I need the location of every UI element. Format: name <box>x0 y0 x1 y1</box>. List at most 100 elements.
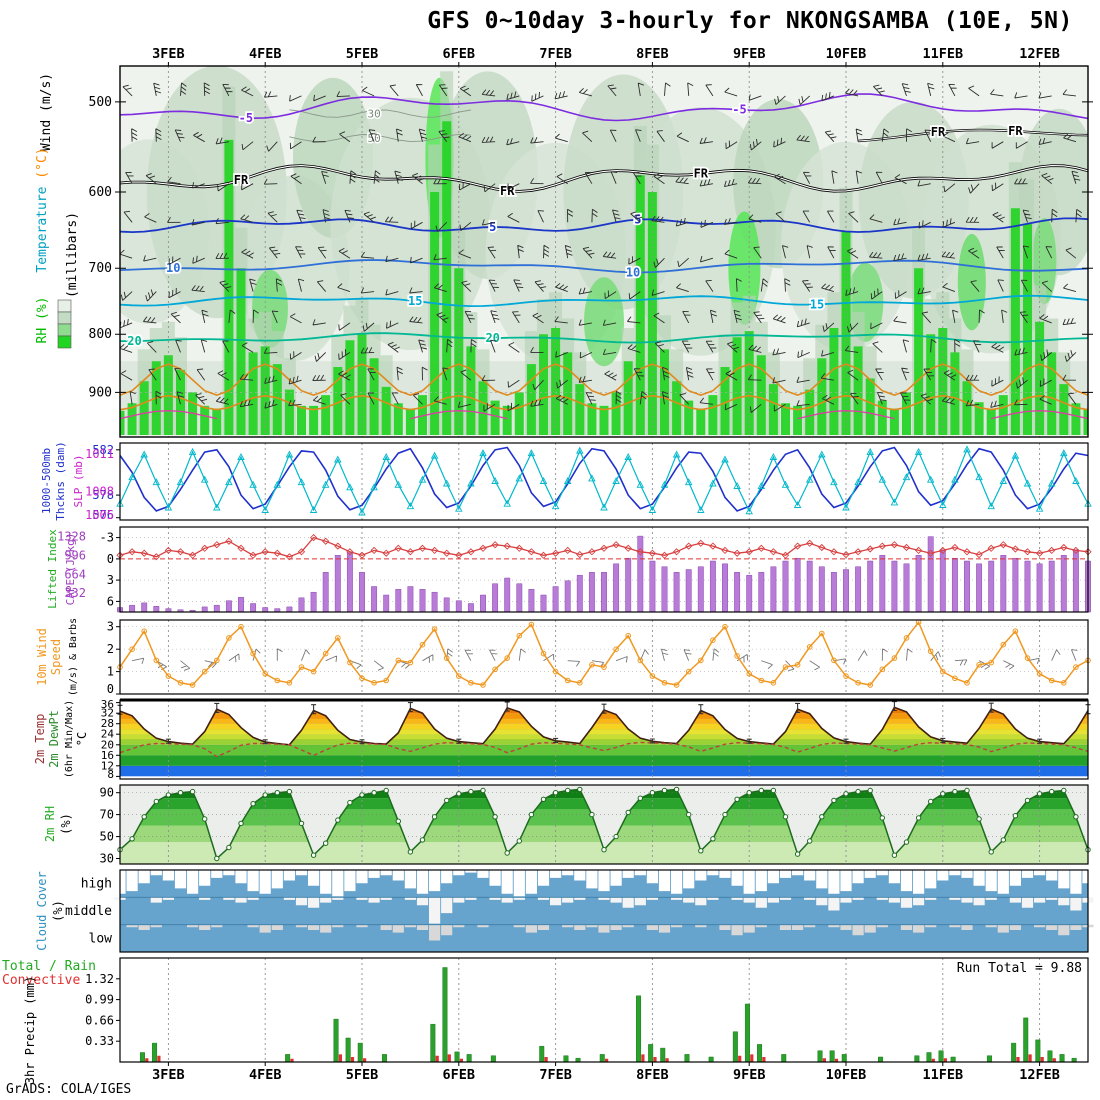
svg-text:20: 20 <box>127 334 141 348</box>
svg-text:FR: FR <box>234 173 249 187</box>
svg-text:70: 70 <box>100 808 114 822</box>
svg-text:664: 664 <box>64 567 86 581</box>
svg-text:6: 6 <box>107 594 114 608</box>
svg-text:8: 8 <box>107 768 114 781</box>
svg-text:(m/s) & Barbs: (m/s) & Barbs <box>68 618 79 696</box>
svg-text:1328: 1328 <box>57 530 86 544</box>
panel-thickness-slp: 582 578 576 1011 1008 1005 <box>85 442 1092 522</box>
svg-text:low: low <box>89 931 113 946</box>
svg-text:36: 36 <box>101 698 114 711</box>
svg-text:FR: FR <box>694 167 709 181</box>
svg-text:CAPE (J/kg): CAPE (J/kg) <box>64 533 77 606</box>
svg-text:4FEB: 4FEB <box>249 1067 282 1083</box>
svg-text:RH (%): RH (%) <box>35 297 50 344</box>
svg-text:3hr Precip (mm): 3hr Precip (mm) <box>23 976 37 1084</box>
svg-text:8FEB: 8FEB <box>636 1067 669 1083</box>
svg-text:FR: FR <box>500 184 515 198</box>
svg-text:(%): (%) <box>51 900 65 922</box>
svg-text:7FEB: 7FEB <box>539 46 572 62</box>
svg-text:576: 576 <box>92 508 114 522</box>
svg-text:500: 500 <box>89 95 112 110</box>
svg-text:Lifted Index: Lifted Index <box>46 529 59 609</box>
svg-text:Convective: Convective <box>2 973 80 988</box>
svg-text:Thckns (dam): Thckns (dam) <box>54 441 67 520</box>
svg-text:FR: FR <box>931 125 946 139</box>
svg-text:10: 10 <box>166 261 180 275</box>
svg-text:582: 582 <box>92 443 114 457</box>
svg-text:700: 700 <box>89 261 112 276</box>
svg-text:9FEB: 9FEB <box>733 46 766 62</box>
svg-text:12: 12 <box>101 759 114 772</box>
panel-rh2m: 90 70 50 30 <box>100 784 1091 866</box>
panel-upper-air: 30 50 -5 -5 FR FR FR FR FR 5 5 10 10 15 15 20 20 <box>120 66 1088 437</box>
svg-text:°C: °C <box>75 732 89 746</box>
svg-text:5FEB: 5FEB <box>346 1067 379 1083</box>
svg-text:0.66: 0.66 <box>85 1013 114 1027</box>
svg-text:900: 900 <box>89 385 112 400</box>
svg-text:middle: middle <box>65 904 112 919</box>
grads-credit: GrADS: COLA/IGES <box>6 1082 132 1097</box>
svg-text:Run Total = 9.88: Run Total = 9.88 <box>957 961 1082 976</box>
svg-text:-3: -3 <box>100 531 114 545</box>
svg-text:3: 3 <box>107 620 114 634</box>
svg-text:Wind (m/s): Wind (m/s) <box>39 73 54 151</box>
svg-text:24: 24 <box>101 728 115 741</box>
svg-text:(%): (%) <box>59 813 73 835</box>
svg-text:16: 16 <box>101 749 114 762</box>
svg-text:(millibars): (millibars) <box>65 212 80 298</box>
svg-text:SLP (mb): SLP (mb) <box>72 455 85 508</box>
svg-text:32: 32 <box>101 707 114 720</box>
panel-cloud: high middle low <box>65 869 1094 953</box>
svg-text:0: 0 <box>107 552 114 566</box>
svg-text:28: 28 <box>101 717 114 730</box>
svg-text:1: 1 <box>107 665 114 679</box>
svg-text:578: 578 <box>92 488 114 502</box>
svg-text:5FEB: 5FEB <box>346 46 379 62</box>
axis-titles: Wind (m/s)Temperature (°C) (millibars) RH … <box>23 73 89 1084</box>
svg-text:15: 15 <box>810 297 824 311</box>
svg-text:5: 5 <box>634 213 641 227</box>
svg-text:7FEB: 7FEB <box>539 1067 572 1083</box>
panel-wind10m: 3 2 1 0 <box>107 619 1091 696</box>
panel-li-cape: -3 0 3 6 1328 996 664 332 <box>57 526 1092 613</box>
svg-text:0.99: 0.99 <box>85 993 114 1007</box>
panel-precip: 1.32 0.99 0.66 0.33 Run Total = 9.88 Total / … <box>2 957 1089 1066</box>
svg-text:90: 90 <box>100 786 114 800</box>
svg-text:30: 30 <box>367 108 380 121</box>
svg-text:10FEB: 10FEB <box>826 1067 867 1083</box>
svg-text:20: 20 <box>485 331 499 345</box>
svg-text:50: 50 <box>100 830 114 844</box>
svg-text:996: 996 <box>64 549 86 563</box>
svg-text:800: 800 <box>89 327 112 342</box>
svg-text:0.33: 0.33 <box>85 1034 114 1048</box>
svg-text:30: 30 <box>100 852 114 866</box>
svg-text:1000-500mb: 1000-500mb <box>40 448 53 514</box>
svg-text:FR: FR <box>1008 124 1023 138</box>
svg-text:10: 10 <box>626 265 640 279</box>
svg-text:8FEB: 8FEB <box>636 46 669 62</box>
svg-text:5: 5 <box>489 220 496 234</box>
svg-text:50: 50 <box>367 132 380 145</box>
chart-title: GFS 0~10day 3-hourly for NKONGSAMBA (10E… <box>427 8 1073 34</box>
svg-text:4FEB: 4FEB <box>249 46 282 62</box>
svg-text:high: high <box>81 877 112 892</box>
svg-text:Speed: Speed <box>49 639 63 675</box>
svg-text:11FEB: 11FEB <box>922 1067 963 1083</box>
svg-text:Total / Rain: Total / Rain <box>2 959 96 974</box>
svg-text:1008: 1008 <box>85 485 114 499</box>
svg-text:10FEB: 10FEB <box>826 46 867 62</box>
svg-text:1005: 1005 <box>85 508 114 522</box>
svg-text:332: 332 <box>64 586 86 600</box>
svg-text:12FEB: 12FEB <box>1019 1067 1060 1083</box>
svg-text:6FEB: 6FEB <box>443 46 476 62</box>
svg-text:1.32: 1.32 <box>85 972 114 986</box>
panel-upper-air-axes: 500 600 700 800 900 <box>57 62 1093 438</box>
svg-text:600: 600 <box>89 185 112 200</box>
svg-text:2m DewPt: 2m DewPt <box>47 710 61 768</box>
svg-text:-5: -5 <box>239 111 253 125</box>
svg-text:6FEB: 6FEB <box>443 1067 476 1083</box>
svg-text:9FEB: 9FEB <box>733 1067 766 1083</box>
svg-text:2m Temp: 2m Temp <box>33 714 47 765</box>
